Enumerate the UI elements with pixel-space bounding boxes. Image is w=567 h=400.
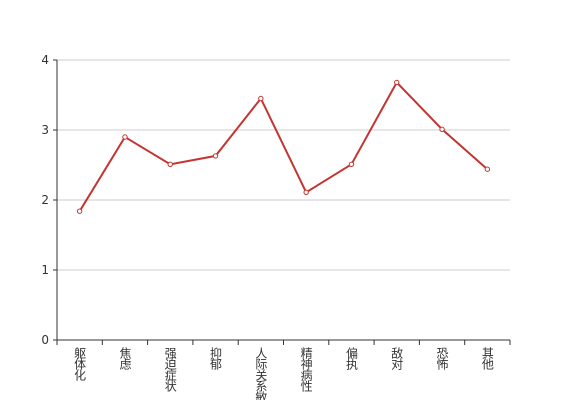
x-tick-label: 躯体化: [73, 346, 87, 382]
y-tick-label: 0: [41, 333, 49, 347]
y-tick-label: 4: [41, 53, 49, 67]
x-tick-label: 人际关系敏感: [254, 347, 268, 400]
point: [76, 208, 83, 214]
x-tick-label: 精神病性: [299, 347, 313, 393]
x-tick-label: 强迫症状: [163, 347, 177, 392]
line: [78, 80, 489, 212]
point: [484, 166, 491, 172]
x-tick-label: 焦虑: [118, 347, 132, 370]
point: [439, 126, 445, 133]
point: [258, 95, 264, 102]
point: [394, 79, 400, 86]
x-tick-label: 恐怖: [435, 347, 449, 370]
x-tick-label: 抑郁: [209, 346, 223, 371]
point: [122, 134, 128, 140]
point: [167, 161, 173, 168]
y-tick-label: 2: [41, 193, 49, 207]
point: [303, 189, 309, 196]
x-tick-label: 敌对: [390, 346, 404, 370]
x-tick-label: 偏执: [344, 346, 358, 371]
x-tick-label: 其他: [480, 347, 494, 370]
point: [212, 153, 219, 159]
y-tick-label: 3: [41, 123, 49, 137]
point: [348, 161, 355, 168]
y-tick-label: 1: [41, 263, 49, 277]
